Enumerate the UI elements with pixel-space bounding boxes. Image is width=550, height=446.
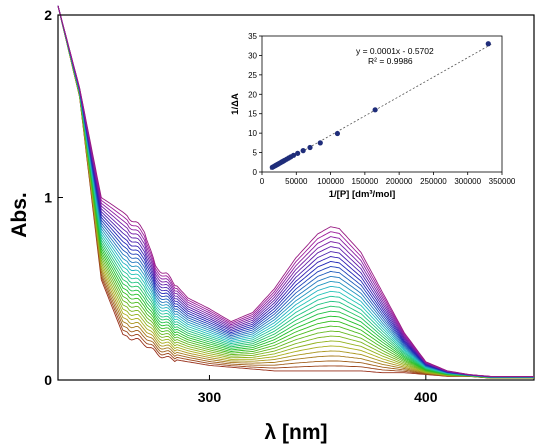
inset-axis-ticks: 0 5 10 15 20 25 30 35 0 50000 100000 150000 200000 25… bbox=[248, 32, 516, 186]
inset-x-tick-label: 200000 bbox=[386, 177, 413, 186]
inset-data-point bbox=[307, 144, 313, 151]
inset-data-point bbox=[372, 107, 378, 113]
y-axis-label: Abs. bbox=[8, 192, 31, 238]
inset-y-axis-label: 1/ΔA bbox=[230, 93, 241, 115]
x-tick-label: 400 bbox=[414, 389, 438, 405]
inset-plot-frame bbox=[261, 35, 503, 173]
y-tick-label: 0 bbox=[44, 372, 52, 388]
inset-r-squared: R² = 0.9986 bbox=[368, 56, 413, 66]
inset-plot: 0 5 10 15 20 25 30 35 0 50000 100000 150000 200000 25… bbox=[230, 32, 516, 200]
inset-y-tick-label: 35 bbox=[248, 32, 257, 41]
spectrum-series-line bbox=[57, 5, 534, 377]
spectra-series-group bbox=[57, 5, 534, 379]
inset-y-tick-label: 5 bbox=[253, 149, 258, 158]
inset-trendline bbox=[270, 43, 492, 170]
inset-x-tick-label: 100000 bbox=[317, 177, 344, 186]
y-tick-label: 2 bbox=[44, 7, 52, 23]
inset-data-point bbox=[334, 130, 341, 137]
inset-y-tick-label: 20 bbox=[248, 90, 257, 99]
inset-equation: y = 0.0001x - 0.5702 bbox=[356, 46, 434, 56]
inset-data-point bbox=[300, 148, 306, 154]
inset-y-tick-label: 15 bbox=[248, 110, 257, 119]
x-axis-label: λ [nm] bbox=[265, 421, 328, 444]
inset-x-tick-label: 50000 bbox=[285, 177, 308, 186]
inset-data-point bbox=[290, 152, 297, 158]
inset-data-point bbox=[317, 140, 323, 146]
inset-y-tick-label: 10 bbox=[248, 129, 257, 138]
inset-x-tick-label: 300000 bbox=[454, 177, 481, 186]
inset-x-tick-label: 250000 bbox=[420, 177, 447, 186]
inset-x-tick-label: 350000 bbox=[489, 177, 516, 186]
inset-points-group bbox=[269, 41, 491, 170]
inset-data-point bbox=[295, 150, 301, 156]
inset-data-point bbox=[485, 41, 491, 47]
x-tick-label: 300 bbox=[198, 389, 222, 405]
inset-x-tick-label: 0 bbox=[260, 177, 265, 186]
inset-y-tick-label: 0 bbox=[253, 168, 258, 177]
inset-x-axis-label: 1/[P] [dm³/mol] bbox=[329, 189, 396, 200]
y-tick-label: 1 bbox=[44, 190, 52, 206]
inset-x-tick-label: 150000 bbox=[352, 177, 379, 186]
inset-y-tick-label: 30 bbox=[248, 51, 257, 60]
inset-y-tick-label: 25 bbox=[248, 71, 257, 80]
